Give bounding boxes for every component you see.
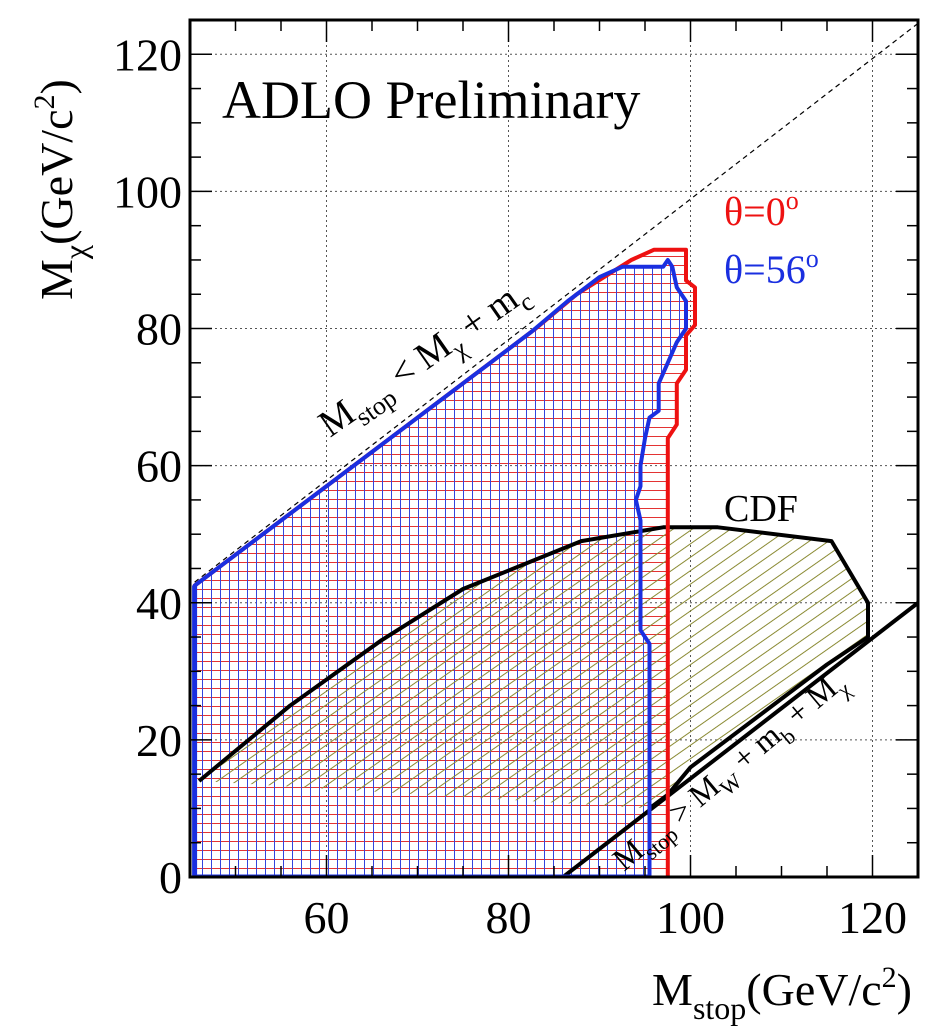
series-fill-2 — [199, 527, 869, 809]
legend-label-theta-0: θ=0 — [724, 189, 786, 234]
x-tick-label-100: 100 — [656, 892, 725, 943]
legend-item-theta-56: θ=56o — [724, 244, 819, 292]
series-outline-base — [192, 585, 650, 877]
legend-sup-theta-56: o — [806, 244, 819, 273]
y-label-base: M — [31, 259, 82, 300]
x-label-unit: (GeV/c — [746, 964, 881, 1015]
y-tick-label-100: 100 — [113, 166, 182, 217]
x-label-sup: 2 — [882, 961, 897, 994]
series-outline-1 — [192, 258, 688, 877]
y-label-sub: χ — [57, 244, 93, 260]
kinematic-limit-lower — [561, 601, 918, 877]
y-tick-label-0: 0 — [159, 852, 182, 903]
legend-label-theta-56: θ=56 — [724, 247, 806, 292]
cdf-label: CDF — [724, 488, 798, 530]
y-label-sup: 2 — [28, 95, 61, 110]
y-tick-label-60: 60 — [136, 441, 182, 492]
y-tick-label-20: 20 — [136, 715, 182, 766]
series-outline-2 — [197, 525, 870, 811]
legend: θ=0o θ=56o — [724, 186, 819, 292]
y-tick-label-80: 80 — [136, 304, 182, 355]
tick-labels: 60 80 100 120 0 20 40 60 80 100 120 — [113, 29, 907, 943]
chart-title: ADLO Preliminary — [222, 70, 640, 130]
y-label-close: ) — [31, 79, 82, 94]
x-label-close: ) — [897, 964, 912, 1015]
series-fills — [194, 249, 869, 877]
x-label-base: M — [652, 964, 693, 1015]
series-lines — [192, 22, 918, 877]
upper-limit-a: M — [311, 392, 363, 446]
y-axis-label: Mχ(GeV/c2) — [28, 79, 93, 300]
legend-item-theta-0: θ=0o — [724, 186, 799, 234]
x-label-sub: stop — [693, 990, 746, 1026]
x-tick-label-60: 60 — [304, 892, 350, 943]
x-tick-label-120: 120 — [838, 892, 907, 943]
x-axis-label: Mstop(GeV/c2) — [652, 961, 912, 1026]
y-label-unit: (GeV/c — [31, 110, 82, 245]
y-tick-label-120: 120 — [113, 29, 182, 80]
x-tick-label-80: 80 — [486, 892, 532, 943]
y-tick-label-40: 40 — [136, 578, 182, 629]
plot-frame — [188, 18, 920, 879]
legend-sup-theta-0: o — [786, 186, 799, 215]
